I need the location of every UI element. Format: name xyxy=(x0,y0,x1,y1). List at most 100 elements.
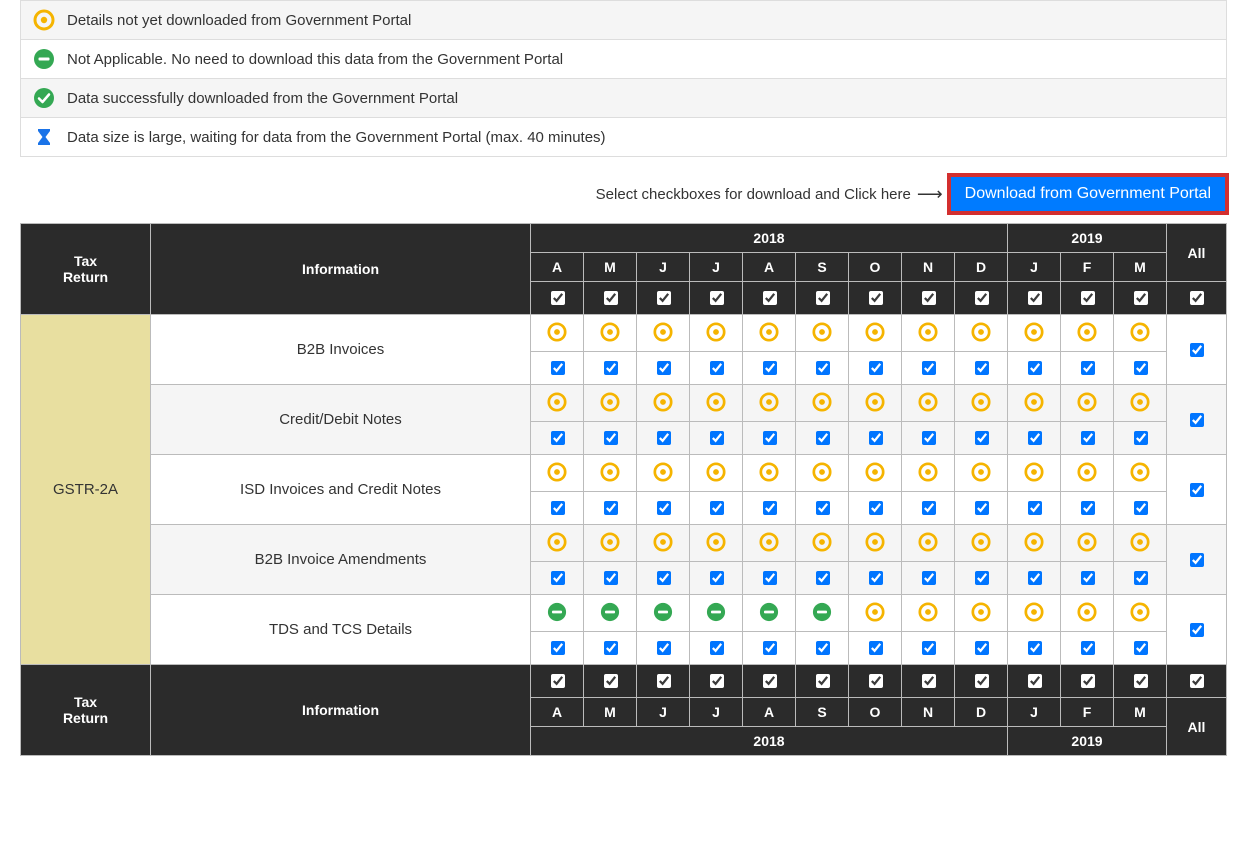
month-checkbox[interactable] xyxy=(869,431,883,445)
month-checkbox[interactable] xyxy=(922,571,936,585)
month-checkbox[interactable] xyxy=(975,571,989,585)
column-select-checkbox[interactable] xyxy=(869,291,883,305)
month-checkbox[interactable] xyxy=(710,571,724,585)
month-checkbox[interactable] xyxy=(710,501,724,515)
download-button[interactable]: Download from Government Portal xyxy=(949,175,1227,213)
month-checkbox[interactable] xyxy=(551,641,565,655)
status-cell xyxy=(796,595,849,632)
column-select-checkbox[interactable] xyxy=(975,674,989,688)
month-checkbox[interactable] xyxy=(869,641,883,655)
month-checkbox[interactable] xyxy=(1028,501,1042,515)
month-checkbox[interactable] xyxy=(551,571,565,585)
month-checkbox[interactable] xyxy=(1134,571,1148,585)
month-checkbox[interactable] xyxy=(1081,431,1095,445)
month-checkbox[interactable] xyxy=(657,571,671,585)
month-checkbox[interactable] xyxy=(1081,641,1095,655)
column-select-checkbox[interactable] xyxy=(763,674,777,688)
month-checkbox[interactable] xyxy=(816,641,830,655)
month-checkbox[interactable] xyxy=(975,431,989,445)
month-checkbox[interactable] xyxy=(922,501,936,515)
column-select-checkbox[interactable] xyxy=(657,291,671,305)
month-checkbox[interactable] xyxy=(763,501,777,515)
column-select-checkbox[interactable] xyxy=(816,674,830,688)
column-select-checkbox[interactable] xyxy=(922,674,936,688)
month-checkbox[interactable] xyxy=(604,501,618,515)
month-checkbox[interactable] xyxy=(1028,571,1042,585)
all-select-checkbox[interactable] xyxy=(1190,674,1204,688)
column-select-checkbox[interactable] xyxy=(551,674,565,688)
month-checkbox[interactable] xyxy=(816,361,830,375)
row-all-checkbox[interactable] xyxy=(1190,343,1204,357)
month-checkbox[interactable] xyxy=(763,641,777,655)
column-select-checkbox[interactable] xyxy=(1134,674,1148,688)
month-checkbox[interactable] xyxy=(657,641,671,655)
month-checkbox[interactable] xyxy=(1134,361,1148,375)
pending-icon xyxy=(1129,391,1151,413)
month-checkbox[interactable] xyxy=(551,361,565,375)
month-checkbox[interactable] xyxy=(975,641,989,655)
column-select-checkbox[interactable] xyxy=(604,674,618,688)
column-select-checkbox[interactable] xyxy=(816,291,830,305)
row-all-checkbox[interactable] xyxy=(1190,623,1204,637)
month-checkbox[interactable] xyxy=(922,641,936,655)
column-select-checkbox[interactable] xyxy=(551,291,565,305)
column-select-checkbox[interactable] xyxy=(710,291,724,305)
column-select-checkbox[interactable] xyxy=(1081,291,1095,305)
month-checkbox[interactable] xyxy=(657,501,671,515)
row-all-checkbox[interactable] xyxy=(1190,483,1204,497)
month-checkbox[interactable] xyxy=(604,641,618,655)
month-checkbox[interactable] xyxy=(604,431,618,445)
month-checkbox[interactable] xyxy=(816,571,830,585)
month-checkbox[interactable] xyxy=(551,501,565,515)
column-select-checkbox[interactable] xyxy=(1134,291,1148,305)
month-checkbox[interactable] xyxy=(551,431,565,445)
month-checkbox[interactable] xyxy=(975,501,989,515)
month-checkbox[interactable] xyxy=(604,571,618,585)
month-checkbox[interactable] xyxy=(763,431,777,445)
column-select-checkbox[interactable] xyxy=(975,291,989,305)
column-select-checkbox[interactable] xyxy=(1081,674,1095,688)
column-select-checkbox[interactable] xyxy=(1028,674,1042,688)
month-checkbox[interactable] xyxy=(763,361,777,375)
column-select-checkbox[interactable] xyxy=(1028,291,1042,305)
month-checkbox[interactable] xyxy=(816,501,830,515)
month-checkbox[interactable] xyxy=(710,641,724,655)
column-select-checkbox[interactable] xyxy=(710,674,724,688)
month-checkbox[interactable] xyxy=(869,571,883,585)
month-checkbox[interactable] xyxy=(869,361,883,375)
all-select-checkbox[interactable] xyxy=(1190,291,1204,305)
column-select-checkbox[interactable] xyxy=(922,291,936,305)
month-checkbox[interactable] xyxy=(1028,431,1042,445)
month-checkbox[interactable] xyxy=(1028,361,1042,375)
column-select-checkbox[interactable] xyxy=(763,291,777,305)
month-checkbox[interactable] xyxy=(710,431,724,445)
month-checkbox[interactable] xyxy=(922,361,936,375)
month-checkbox[interactable] xyxy=(1134,501,1148,515)
month-checkbox[interactable] xyxy=(763,571,777,585)
status-cell xyxy=(1114,385,1167,422)
row-all-checkbox[interactable] xyxy=(1190,553,1204,567)
month-checkbox[interactable] xyxy=(975,361,989,375)
month-checkbox[interactable] xyxy=(710,361,724,375)
header-month-checkbox-cell xyxy=(1008,282,1061,315)
month-checkbox-cell xyxy=(1114,492,1167,525)
month-checkbox[interactable] xyxy=(1134,431,1148,445)
month-checkbox[interactable] xyxy=(1081,501,1095,515)
month-checkbox-cell xyxy=(690,352,743,385)
month-checkbox[interactable] xyxy=(657,431,671,445)
month-checkbox-cell xyxy=(849,422,902,455)
column-select-checkbox[interactable] xyxy=(869,674,883,688)
month-checkbox[interactable] xyxy=(657,361,671,375)
month-checkbox[interactable] xyxy=(1134,641,1148,655)
column-select-checkbox[interactable] xyxy=(604,291,618,305)
month-checkbox[interactable] xyxy=(869,501,883,515)
month-checkbox-cell xyxy=(902,492,955,525)
month-checkbox[interactable] xyxy=(1081,571,1095,585)
month-checkbox[interactable] xyxy=(1028,641,1042,655)
column-select-checkbox[interactable] xyxy=(657,674,671,688)
month-checkbox[interactable] xyxy=(816,431,830,445)
row-all-checkbox[interactable] xyxy=(1190,413,1204,427)
month-checkbox[interactable] xyxy=(1081,361,1095,375)
month-checkbox[interactable] xyxy=(922,431,936,445)
month-checkbox[interactable] xyxy=(604,361,618,375)
